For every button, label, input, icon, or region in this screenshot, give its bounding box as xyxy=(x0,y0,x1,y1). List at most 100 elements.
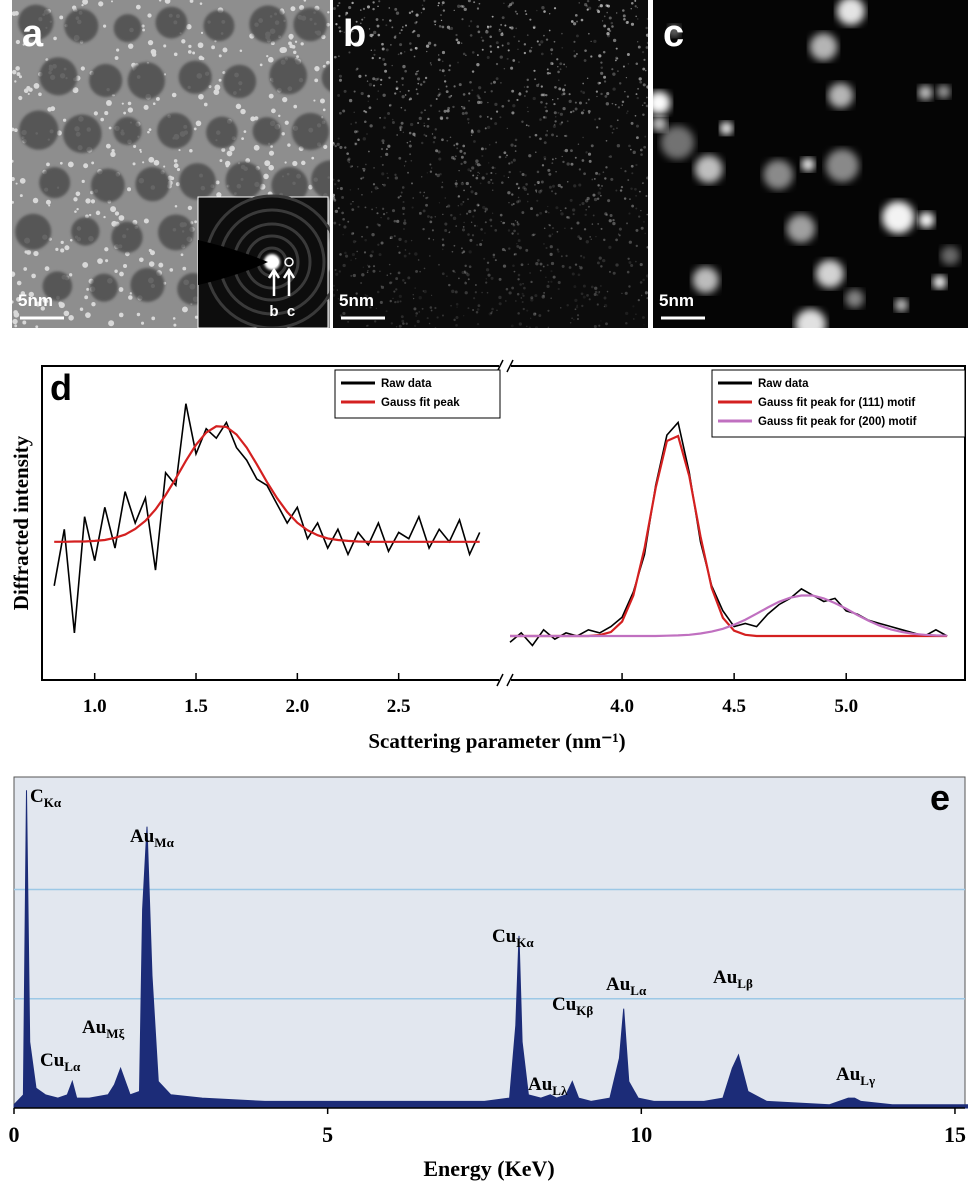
speckle xyxy=(339,112,342,115)
speckle xyxy=(442,69,445,72)
speckle xyxy=(522,295,524,297)
speckle xyxy=(569,100,572,103)
speckle xyxy=(572,208,575,211)
speckle xyxy=(563,64,565,66)
speckle xyxy=(596,9,598,11)
speckle xyxy=(573,319,575,321)
speckle xyxy=(606,140,608,142)
speckle xyxy=(511,90,514,93)
speckle xyxy=(144,218,149,223)
particle xyxy=(693,267,719,293)
speckle xyxy=(472,215,474,217)
speckle xyxy=(563,150,565,152)
speckle xyxy=(489,35,492,38)
speckle xyxy=(475,284,477,286)
speckle xyxy=(462,182,463,183)
speckle xyxy=(390,273,392,275)
speckle xyxy=(409,153,411,155)
speckle xyxy=(417,77,420,80)
speckle xyxy=(338,138,340,140)
speckle xyxy=(642,68,645,71)
speckle xyxy=(367,5,370,8)
speckle xyxy=(604,80,606,82)
speckle xyxy=(382,142,384,144)
speckle xyxy=(392,298,393,299)
speckle xyxy=(500,24,502,26)
speckle xyxy=(490,179,492,181)
speckle xyxy=(477,175,478,176)
speckle xyxy=(588,153,591,156)
speckle xyxy=(503,151,506,154)
speckle xyxy=(643,146,646,149)
speckle xyxy=(605,322,608,325)
speckle xyxy=(139,149,141,151)
speckle xyxy=(128,107,133,112)
speckle xyxy=(111,221,117,227)
speckle xyxy=(442,238,444,240)
speckle xyxy=(14,324,17,327)
speckle xyxy=(495,142,497,144)
speckle xyxy=(301,42,304,45)
speckle xyxy=(380,79,382,81)
speckle xyxy=(616,57,618,59)
speckle xyxy=(639,81,642,84)
speckle xyxy=(556,135,558,137)
speckle xyxy=(490,118,492,120)
speckle xyxy=(455,225,457,227)
speckle xyxy=(467,233,470,236)
speckle xyxy=(601,185,603,187)
speckle xyxy=(386,173,388,175)
speckle xyxy=(473,297,475,299)
speckle xyxy=(461,18,463,20)
speckle xyxy=(639,191,641,193)
panel-label: b xyxy=(343,13,366,55)
speckle xyxy=(546,38,548,40)
speckle xyxy=(600,61,602,63)
speckle xyxy=(59,302,65,308)
speckle xyxy=(512,264,515,267)
speckle xyxy=(487,262,489,264)
speckle xyxy=(570,163,573,166)
speckle xyxy=(69,273,72,276)
speckle xyxy=(494,103,497,106)
speckle xyxy=(492,190,493,191)
speckle xyxy=(497,46,499,48)
speckle xyxy=(595,172,598,175)
peak-label-element: Au xyxy=(130,826,155,847)
speckle xyxy=(398,252,400,254)
speckle xyxy=(64,245,69,250)
speckle xyxy=(148,40,153,45)
speckle xyxy=(511,287,514,290)
speckle xyxy=(397,246,399,248)
speckle xyxy=(551,162,553,164)
speckle xyxy=(643,83,646,86)
speckle xyxy=(163,166,165,168)
speckle xyxy=(558,87,561,90)
speckle xyxy=(379,57,381,59)
particle xyxy=(695,155,723,183)
speckle xyxy=(270,145,273,148)
speckle xyxy=(416,14,419,17)
speckle xyxy=(476,311,479,314)
speckle xyxy=(427,118,429,120)
particle xyxy=(882,201,915,234)
speckle xyxy=(462,112,465,115)
speckle xyxy=(631,165,634,168)
speckle xyxy=(493,81,496,84)
speckle xyxy=(98,1,103,6)
speckle xyxy=(364,120,367,123)
speckle xyxy=(566,66,567,67)
speckle xyxy=(589,236,591,238)
speckle xyxy=(543,10,546,13)
speckle xyxy=(615,60,617,62)
speckle xyxy=(485,221,487,223)
speckle xyxy=(368,265,370,267)
speckle xyxy=(584,214,586,216)
speckle xyxy=(380,285,382,287)
speckle xyxy=(393,291,395,293)
speckle xyxy=(499,116,501,118)
speckle xyxy=(534,184,536,186)
speckle xyxy=(434,21,436,23)
speckle xyxy=(372,270,375,273)
speckle xyxy=(326,61,330,65)
